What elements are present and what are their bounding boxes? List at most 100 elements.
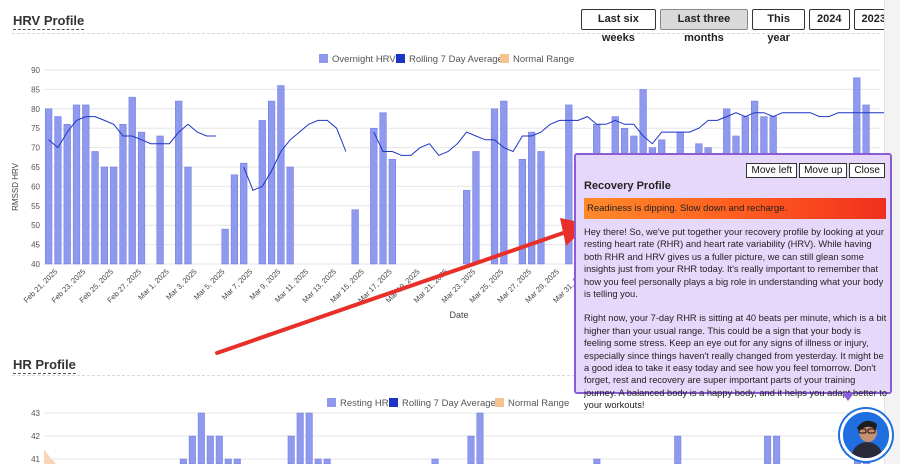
hrv-bar[interactable] <box>286 166 294 265</box>
hr-bar[interactable] <box>197 412 205 464</box>
hr-bar[interactable] <box>593 458 601 464</box>
hrv-y-tick-label: 70 <box>31 144 40 153</box>
range-btn-2024[interactable]: 2024 <box>809 9 850 30</box>
hr-bar[interactable] <box>467 435 475 464</box>
hrv-bar[interactable] <box>72 104 81 265</box>
hrv-bar[interactable] <box>137 131 146 265</box>
legend-swatch-overnight-hrv <box>319 54 328 63</box>
hrv-rolling-average <box>48 112 885 191</box>
hr-bar[interactable] <box>287 435 295 464</box>
hrv-bar[interactable] <box>258 120 266 265</box>
legend-label-hr-rolling-avg[interactable]: Rolling 7 Day Average <box>402 398 496 409</box>
hrv-bar[interactable] <box>230 174 239 265</box>
hr-bar[interactable] <box>206 435 214 464</box>
hrv-header-rule <box>12 33 880 34</box>
legend-label-hr-normal-range[interactable]: Normal Range <box>508 398 569 409</box>
range-btn-last-three-months[interactable]: Last three months <box>659 9 749 44</box>
popup-title: Recovery Profile <box>584 180 671 192</box>
hr-bar[interactable] <box>314 458 322 464</box>
popup-paragraph-intro: Hey there! So, we've put together your r… <box>584 227 884 300</box>
recovery-profile-popup: Move left Move up Close Recovery Profile… <box>574 153 892 410</box>
hr-bar[interactable] <box>188 435 196 464</box>
hr-bar[interactable] <box>476 412 484 464</box>
hr-bar[interactable] <box>224 458 232 464</box>
hr-y-tick-label: 42 <box>31 432 40 441</box>
hrv-bar[interactable] <box>54 116 62 265</box>
hrv-bar[interactable] <box>91 151 99 265</box>
hrv-bar[interactable] <box>472 151 480 265</box>
legend-swatch-resting-hr <box>327 398 336 407</box>
range-btn-last-six-weeks[interactable]: Last six weeks <box>581 9 656 44</box>
legend-label-overnight-hrv[interactable]: Overnight HRV <box>332 54 396 65</box>
hrv-y-tick-label: 75 <box>31 124 40 133</box>
hr-header-rule <box>12 375 880 376</box>
hrv-bar[interactable] <box>537 151 545 265</box>
hr-bar[interactable] <box>764 435 772 464</box>
legend-swatch-rolling-avg <box>396 54 405 63</box>
hr-bar[interactable] <box>431 458 439 464</box>
hrv-bar[interactable] <box>63 124 71 265</box>
hrv-rolling-average-line <box>48 116 216 149</box>
hrv-bar[interactable] <box>277 85 285 265</box>
hrv-bar[interactable] <box>518 158 526 265</box>
legend-swatch-hr-normal-range <box>495 398 504 407</box>
hr-bar[interactable] <box>323 458 331 464</box>
hrv-bar[interactable] <box>119 124 127 265</box>
hrv-y-axis-label: RMSSD HRV <box>11 162 20 211</box>
range-button-group: Last six weeks Last three months This ye… <box>581 9 894 44</box>
hrv-bar[interactable] <box>528 131 536 265</box>
hr-y-tick-label: 43 <box>31 409 40 418</box>
hrv-bar[interactable] <box>267 100 276 265</box>
coach-avatar-icon <box>843 412 889 458</box>
hr-y-ticks: 41 42 43 <box>31 409 40 464</box>
hrv-bar[interactable] <box>379 112 387 265</box>
legend-label-rolling-avg[interactable]: Rolling 7 Day Average <box>409 54 503 65</box>
hrv-bar[interactable] <box>110 166 118 265</box>
hrv-y-tick-label: 60 <box>31 182 40 191</box>
hr-bar[interactable] <box>773 435 781 464</box>
legend-label-normal-range[interactable]: Normal Range <box>513 54 574 65</box>
range-btn-this-year[interactable]: This year <box>752 9 806 44</box>
hr-bar[interactable] <box>296 412 304 464</box>
hrv-y-tick-label: 80 <box>31 105 40 114</box>
hr-normal-range-band <box>44 450 56 464</box>
hrv-bar[interactable] <box>45 108 53 265</box>
legend-swatch-hr-rolling-avg <box>389 398 398 407</box>
hr-bar[interactable] <box>233 458 241 464</box>
hrv-bar[interactable] <box>388 158 396 265</box>
hrv-rolling-average-line <box>373 112 885 157</box>
hr-bar[interactable] <box>305 412 313 464</box>
hrv-y-tick-label: 55 <box>31 202 40 211</box>
hrv-bar[interactable] <box>490 108 499 265</box>
hrv-bar[interactable] <box>240 162 248 265</box>
hrv-bar[interactable] <box>156 135 164 265</box>
hr-bar[interactable] <box>674 435 682 464</box>
hrv-bar[interactable] <box>463 190 471 265</box>
hrv-bar[interactable] <box>500 100 508 265</box>
hrv-bar[interactable] <box>82 104 90 265</box>
hrv-section-title: HRV Profile <box>13 13 85 30</box>
hrv-bar[interactable] <box>175 100 183 265</box>
hr-bar[interactable] <box>179 458 187 464</box>
move-left-button[interactable]: Move left <box>746 163 798 178</box>
hr-bar[interactable] <box>215 435 223 464</box>
popup-pointer <box>842 393 854 401</box>
hrv-bar[interactable] <box>370 127 378 265</box>
hrv-y-tick-label: 65 <box>31 163 40 172</box>
range-btn-2023[interactable]: 2023 <box>853 9 894 30</box>
popup-body: Hey there! So, we've put together your r… <box>584 226 890 424</box>
hrv-bar[interactable] <box>184 166 192 265</box>
hrv-bar[interactable] <box>128 96 136 265</box>
legend-label-resting-hr[interactable]: Resting HR <box>340 398 389 409</box>
hr-legend: Resting HR Rolling 7 Day Average Normal … <box>327 398 569 409</box>
hrv-legend: Overnight HRV Rolling 7 Day Average Norm… <box>319 54 574 65</box>
hrv-bar[interactable] <box>221 228 229 265</box>
hrv-bar[interactable] <box>351 209 359 265</box>
hrv-bar[interactable] <box>100 166 108 265</box>
close-button[interactable]: Close <box>849 163 885 178</box>
hr-chart: Resting HR Rolling 7 Day Average Normal … <box>31 398 880 464</box>
hrv-bar[interactable] <box>565 104 573 265</box>
move-up-button[interactable]: Move up <box>799 163 848 178</box>
hrv-y-tick-label: 40 <box>31 260 40 269</box>
coach-avatar-button[interactable] <box>840 409 892 461</box>
